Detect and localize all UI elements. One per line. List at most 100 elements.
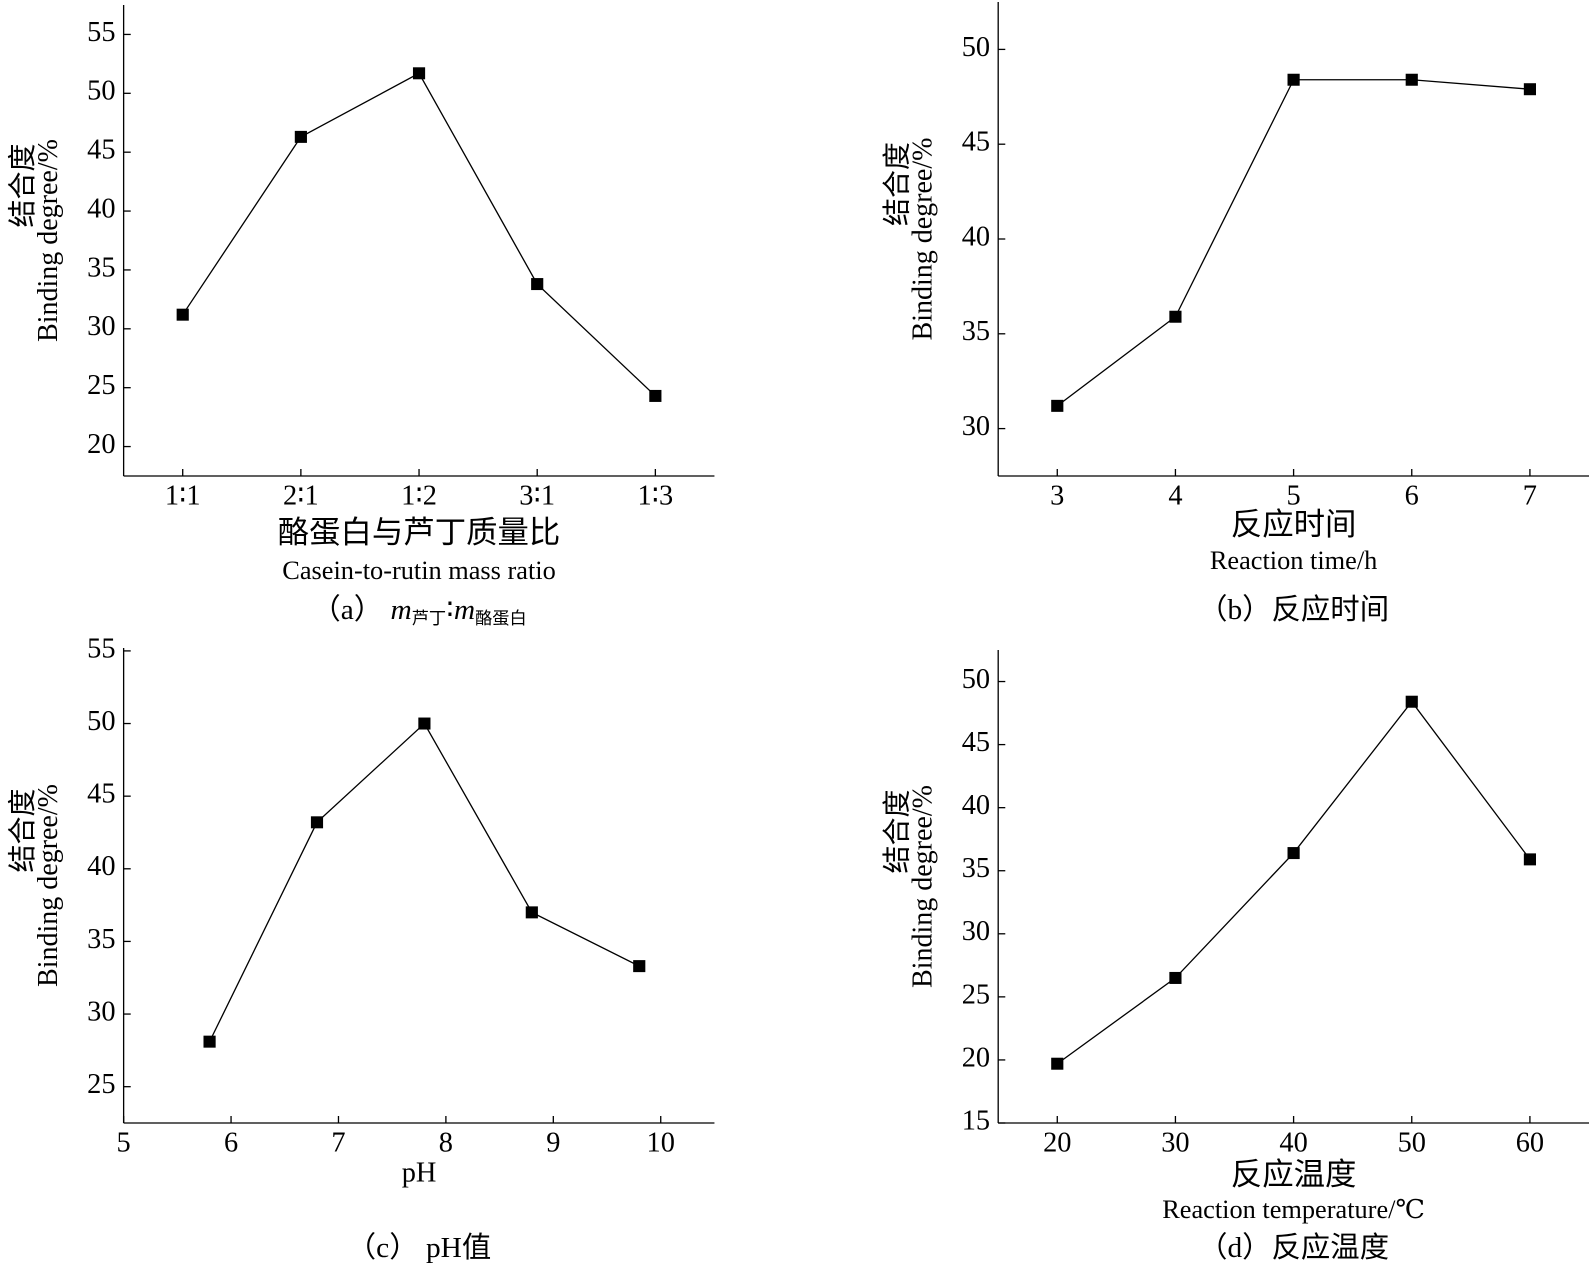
caption: （d）反应温度 (1198, 1231, 1389, 1264)
marker (412, 67, 426, 80)
x-tick-label: 3 (1050, 481, 1064, 512)
marker (310, 816, 324, 829)
y-label: Binding degree/% (908, 138, 939, 341)
y-tick-label: 50 (87, 76, 115, 107)
x-tick-label: 6 (224, 1128, 238, 1159)
y-label: Binding degree/% (908, 785, 939, 988)
series-line (182, 72, 656, 397)
y-label-cn: 结合度 (881, 790, 913, 874)
x-tick-label: 9 (546, 1128, 560, 1159)
y-label-cn: 结合度 (7, 789, 39, 873)
marker (1169, 310, 1182, 323)
x-tick-label: 30 (1161, 1128, 1189, 1159)
y-tick-label: 30 (962, 411, 990, 442)
y-tick-label: 25 (87, 370, 115, 401)
y-label: Binding degree/% (33, 139, 64, 342)
marker (1287, 73, 1300, 86)
marker (531, 278, 544, 291)
y-tick-label: 40 (87, 851, 115, 882)
y-tick-label: 30 (87, 311, 115, 342)
marker (1051, 399, 1064, 412)
x-tick-label: 60 (1516, 1128, 1544, 1159)
caption-part: （a） (311, 594, 390, 626)
marker (1287, 847, 1300, 860)
x-label: Reaction temperature/℃ (1162, 1195, 1425, 1224)
x-label: Casein-to-rutin mass ratio (282, 556, 555, 585)
x-tick-label: 40 (1279, 1128, 1307, 1159)
marker (525, 906, 538, 919)
y-label: Binding degree/% (33, 784, 64, 987)
x-tick-label: 7 (1523, 481, 1537, 512)
x-tick-label: 7 (331, 1128, 345, 1159)
caption-part: 酪蛋白 (475, 609, 527, 628)
y-tick-label: 55 (87, 633, 115, 664)
caption: （b）反应时间 (1198, 593, 1389, 626)
marker (1405, 695, 1418, 708)
y-tick-label: 50 (962, 32, 990, 63)
x-tick-label: 20 (1043, 1128, 1071, 1159)
y-tick-label: 45 (87, 135, 115, 166)
y-tick-label: 25 (87, 1069, 115, 1100)
series-line (208, 722, 640, 1042)
x-tick-label: 2∶1 (283, 481, 319, 512)
marker (1523, 853, 1536, 866)
y-tick-label: 40 (87, 194, 115, 225)
x-tick-label: 3∶1 (519, 481, 555, 512)
series-line (1056, 700, 1531, 1065)
x-tick-label: 10 (647, 1128, 675, 1159)
y-tick-label: 35 (962, 853, 990, 884)
y-tick-label: 35 (87, 253, 115, 284)
marker (176, 308, 189, 321)
marker (1169, 971, 1182, 984)
marker (203, 1035, 216, 1048)
x-label-cn: 反应温度 (1231, 1157, 1357, 1192)
caption: （c） pH值 (347, 1231, 491, 1264)
x-label-cn: 反应时间 (1231, 507, 1357, 542)
x-tick-label: 5 (1287, 481, 1301, 512)
y-label-cn: 结合度 (881, 142, 913, 226)
y-tick-label: 55 (87, 17, 115, 48)
y-tick-label: 25 (962, 979, 990, 1010)
y-tick-label: 45 (87, 779, 115, 810)
y-tick-label: 40 (962, 222, 990, 253)
y-tick-label: 50 (962, 664, 990, 695)
x-tick-label: 50 (1398, 1128, 1426, 1159)
y-tick-label: 15 (962, 1106, 990, 1137)
x-tick-label: 5 (117, 1128, 131, 1159)
x-tick-label: 1∶1 (165, 481, 201, 512)
x-tick-label: 6 (1405, 481, 1419, 512)
x-tick-label: 4 (1168, 481, 1182, 512)
y-tick-label: 35 (962, 316, 990, 347)
y-tick-label: 35 (87, 924, 115, 955)
series-line (1056, 79, 1530, 407)
caption-part: m (454, 594, 475, 626)
caption-part: （b）反应时间 (1198, 593, 1389, 626)
x-tick-label: 1∶3 (637, 481, 673, 512)
x-tick-label: 8 (439, 1128, 453, 1159)
marker (294, 130, 307, 143)
y-label-cn: 结合度 (7, 144, 39, 228)
caption-part: 芦丁 (412, 609, 446, 628)
y-tick-label: 40 (962, 790, 990, 821)
x-label: pH (402, 1158, 437, 1189)
marker (633, 960, 646, 973)
caption: （a） m芦丁∶m酪蛋白 (311, 594, 526, 628)
caption-part: （d）反应温度 (1198, 1231, 1389, 1264)
marker (1405, 73, 1418, 86)
x-label-cn: 酪蛋白与芦丁质量比 (278, 515, 561, 550)
caption-part: ∶ (446, 594, 454, 626)
marker (649, 389, 662, 402)
x-tick-label: 1∶2 (401, 481, 437, 512)
marker (1523, 83, 1536, 96)
caption-part: m (390, 594, 411, 626)
y-tick-label: 20 (962, 1043, 990, 1074)
y-tick-label: 45 (962, 727, 990, 758)
y-tick-label: 30 (87, 997, 115, 1028)
y-tick-label: 50 (87, 706, 115, 737)
marker (1051, 1057, 1064, 1070)
y-tick-label: 45 (962, 127, 990, 158)
y-tick-label: 30 (962, 916, 990, 947)
y-tick-label: 20 (87, 429, 115, 460)
